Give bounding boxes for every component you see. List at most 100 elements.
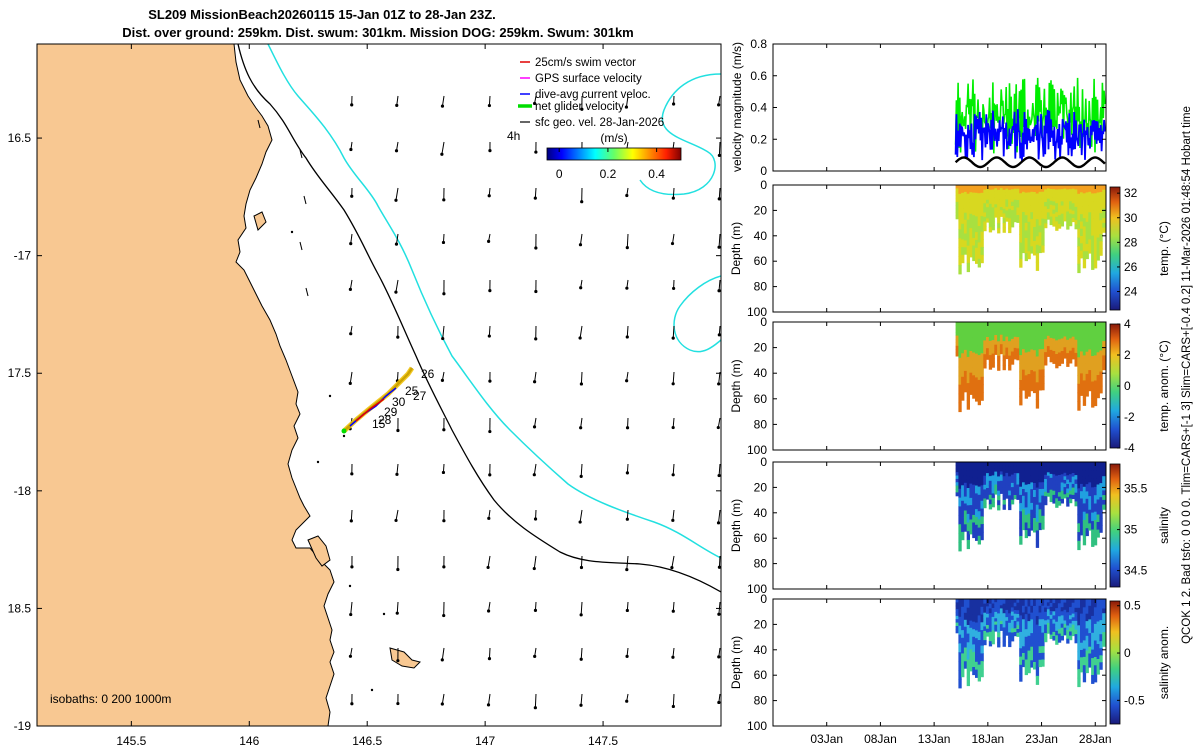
heatmap-cell	[999, 487, 1004, 491]
geo-arrow	[299, 241, 303, 251]
heatmap-cell	[1024, 469, 1028, 478]
heatmap-cell	[1035, 667, 1040, 677]
heatmap-cell	[1080, 505, 1084, 514]
colorbar-label: temp. (°C)	[1157, 221, 1171, 276]
heatmap-cell	[983, 221, 987, 227]
heatmap-cell	[1071, 480, 1075, 485]
heatmap-cell	[1093, 347, 1098, 356]
heatmap-cell	[1013, 462, 1017, 467]
heatmap-cell	[1027, 381, 1031, 390]
heatmap-cell	[1063, 354, 1067, 359]
heatmap-cell	[1063, 199, 1067, 204]
heatmap-cell	[983, 617, 987, 623]
heatmap-cell	[977, 330, 981, 340]
heatmap-cell	[994, 611, 998, 616]
heatmap-cell	[1030, 225, 1034, 234]
heatmap-cell	[1066, 634, 1070, 640]
heatmap-cell	[1030, 363, 1034, 371]
heatmap-cell	[1022, 612, 1026, 620]
heatmap-cell	[1052, 193, 1056, 198]
heatmap-cell	[1093, 234, 1098, 244]
heatmap-cell	[1016, 469, 1020, 474]
heatmap-cell	[1024, 230, 1028, 239]
heatmap-cell	[1080, 520, 1084, 529]
heatmap-cell	[1035, 504, 1040, 514]
heatmap-cell	[1060, 494, 1064, 500]
heatmap-cell	[980, 247, 984, 256]
heatmap-cell	[1005, 620, 1009, 625]
heatmap-cell	[1066, 211, 1070, 217]
heatmap-cell	[999, 191, 1004, 195]
heatmap-cell	[1082, 372, 1087, 381]
heatmap-cell	[997, 218, 1001, 224]
heatmap-cell	[1093, 372, 1098, 381]
heatmap-cell	[1057, 620, 1062, 626]
heatmap-cell	[1002, 185, 1006, 191]
heatmap-cell	[1030, 191, 1034, 200]
heatmap-cell	[1019, 330, 1023, 340]
heatmap-cell	[1088, 356, 1092, 364]
heatmap-cell	[988, 613, 993, 619]
heatmap-cell	[958, 515, 962, 525]
map-colorbar	[546, 147, 682, 161]
heatmap-cell	[999, 322, 1004, 326]
depth-tick-label: 40	[754, 643, 768, 657]
heatmap-cell	[1049, 349, 1053, 355]
heatmap-cell	[1013, 336, 1017, 341]
heatmap-cell	[1010, 360, 1015, 365]
heatmap-cell	[1055, 462, 1059, 467]
heatmap-cell	[1093, 495, 1098, 504]
velocity-series-line	[954, 109, 1106, 161]
heatmap-cell	[1074, 612, 1078, 617]
heatmap-cell	[999, 350, 1004, 355]
heatmap-cell	[1016, 492, 1020, 497]
geo-arrow	[350, 509, 353, 521]
heatmap-cell	[1077, 532, 1081, 542]
heatmap-cell	[1044, 339, 1048, 344]
heatmap-cell	[1013, 322, 1017, 327]
heatmap-cell	[1088, 496, 1092, 504]
heatmap-cell	[958, 348, 962, 359]
heatmap-cell	[958, 524, 962, 534]
heatmap-cell	[1102, 364, 1106, 371]
heatmap-cell	[975, 208, 979, 217]
heatmap-cell	[1096, 329, 1100, 338]
heatmap-cell	[1035, 219, 1040, 229]
heatmap-cell	[1035, 236, 1040, 246]
heatmap-cell	[1035, 487, 1040, 497]
heatmap-cell	[961, 508, 965, 517]
heatmap-cell	[983, 326, 987, 332]
track-label: 28	[378, 413, 392, 427]
heatmap-cell	[1077, 505, 1081, 516]
heatmap-cell	[1088, 185, 1092, 193]
depth-tick-label: 60	[754, 668, 768, 682]
heatmap-cell	[1008, 618, 1012, 624]
heatmap-cell	[1019, 640, 1023, 649]
heatmap-cell	[1005, 483, 1009, 488]
isobath-note: isobaths: 0 200 1000m	[50, 692, 171, 706]
heatmap-cell	[1093, 201, 1098, 211]
heatmap-cell	[988, 336, 993, 342]
heatmap-cell	[977, 599, 981, 608]
heatmap-cell	[1082, 218, 1087, 227]
heatmap-cell	[1013, 347, 1017, 353]
heatmap-cell	[1085, 462, 1089, 470]
heatmap-cell	[1005, 188, 1009, 193]
heatmap-cell	[1099, 364, 1103, 373]
heatmap-cell	[1046, 335, 1051, 340]
heatmap-cell	[1002, 355, 1006, 361]
heatmap-cell	[1027, 214, 1031, 223]
heatmap-cell	[1052, 607, 1056, 612]
heatmap-cell	[1038, 659, 1042, 668]
heatmap-cell	[975, 493, 979, 502]
heatmap-cell	[1030, 328, 1034, 337]
heatmap-cell	[977, 258, 981, 268]
heatmap-cell	[994, 351, 998, 355]
heatmap-cell	[1102, 326, 1106, 333]
heatmap-cell	[986, 480, 990, 485]
heatmap-cell	[1016, 203, 1020, 208]
heatmap-cell	[1024, 322, 1028, 331]
heatmap-cell	[1022, 516, 1026, 524]
heatmap-cell	[1046, 475, 1051, 480]
heatmap-cell	[1044, 474, 1048, 480]
